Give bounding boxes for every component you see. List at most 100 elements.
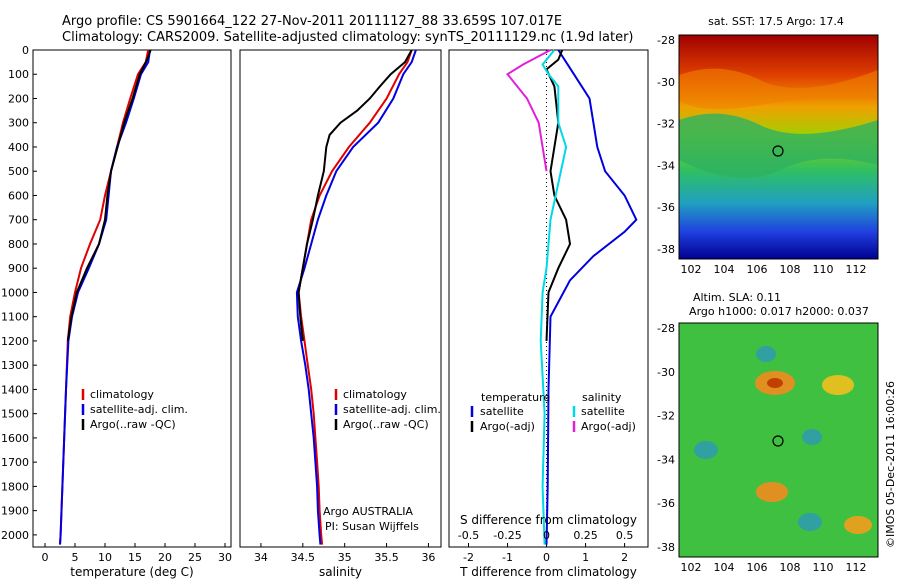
x-tick-label: 15 — [128, 551, 142, 564]
x-tick-label: 25 — [188, 551, 202, 564]
argo-position-marker — [772, 145, 784, 157]
x-tick-label: 5 — [72, 551, 79, 564]
y-tick-label: 2000 — [1, 529, 29, 542]
x-tick-label: 10 — [98, 551, 112, 564]
x-tick-label: -2 — [463, 551, 474, 564]
series-line — [539, 49, 568, 545]
series-line — [297, 49, 413, 342]
x-tick-label: 30 — [218, 551, 232, 564]
annotation-line-1: Argo AUSTRALIA — [323, 505, 413, 518]
series-line — [506, 49, 551, 172]
y-tick-label: 0 — [22, 44, 29, 57]
series-line — [295, 49, 417, 545]
map-y-tick-label: -28 — [657, 34, 675, 47]
legend-label: satellite-adj. clim. — [343, 403, 441, 416]
x-tick-label: -1 — [502, 551, 513, 564]
legend-label: Argo(-adj) — [581, 420, 636, 433]
x-tick-label: 35 — [338, 551, 352, 564]
sla-eddy-7 — [802, 429, 822, 445]
s-tick-label: -0.25 — [493, 529, 521, 542]
s-tick-label: 0.25 — [573, 529, 598, 542]
y-tick-label: 900 — [8, 262, 29, 275]
sla-eddy-2 — [822, 375, 854, 395]
map-x-tick-label: 102 — [681, 263, 702, 276]
y-tick-label: 600 — [8, 189, 29, 202]
sst-map-title: sat. SST: 17.5 Argo: 17.4 — [708, 15, 844, 28]
legend-heading-temperature: temperature — [481, 391, 550, 404]
panel-temperature: 0 5 10 15 20 25 30 temperature (deg C) 0 100 200 30… — [1, 44, 232, 579]
series-line — [66, 49, 152, 342]
legend-label: satellite — [581, 405, 625, 418]
map-x-tick-label: 102 — [681, 561, 702, 574]
legend-label: climatology — [90, 388, 154, 401]
title-line-2: Climatology: CARS2009. Satellite-adjuste… — [62, 30, 634, 45]
x-axis-label: salinity — [319, 565, 362, 579]
map-y-tick-label: -36 — [657, 497, 675, 510]
y-tick-label: 300 — [8, 117, 29, 130]
sla-map: Altim. SLA: 0.11 Argo h1000: 0.017 h2000… — [657, 291, 879, 574]
y-tick-label: 1300 — [1, 359, 29, 372]
map-x-tick-label: 108 — [780, 263, 801, 276]
sla-map-title-2: Argo h1000: 0.017 h2000: 0.037 — [689, 305, 869, 318]
y-tick-label: 400 — [8, 141, 29, 154]
s-tick-label: -0.5 — [458, 529, 479, 542]
map-y-tick-label: -38 — [657, 541, 675, 554]
sla-eddy-8 — [798, 513, 822, 531]
y-tick-label: 1900 — [1, 505, 29, 518]
sst-map: sat. SST: 17.5 Argo: 17.4 102 104 106 108 11… — [657, 15, 879, 276]
s-tick-label: 0 — [543, 529, 550, 542]
sla-eddy-1-core — [767, 378, 783, 388]
s-tick-label: 0.5 — [616, 529, 634, 542]
map-y-tick-label: -32 — [657, 118, 675, 131]
x-tick-label: 36 — [421, 551, 435, 564]
argo-position-marker-sla — [772, 435, 784, 447]
x-axis-label: temperature (deg C) — [70, 565, 193, 579]
legend-heading-salinity: salinity — [582, 391, 622, 404]
map-x-tick-label: 106 — [747, 263, 768, 276]
x-axis-label: T difference from climatology — [459, 565, 637, 579]
map-x-tick-label: 110 — [813, 561, 834, 574]
series-line — [59, 49, 150, 545]
credit-text: ©IMOS 05-Dec-2011 16:00:26 — [884, 381, 897, 548]
x-tick-label: 0 — [543, 551, 550, 564]
y-tick-label: 1600 — [1, 432, 29, 445]
sla-map-frame — [678, 322, 879, 558]
map-y-tick-label: -36 — [657, 201, 675, 214]
legend-label: Argo(..raw -QC) — [90, 418, 176, 431]
x-tick-label: 35.5 — [374, 551, 399, 564]
sla-map-title-1: Altim. SLA: 0.11 — [693, 291, 781, 304]
map-x-tick-label: 106 — [747, 561, 768, 574]
y-tick-label: 800 — [8, 238, 29, 251]
map-y-tick-label: -34 — [657, 453, 675, 466]
sla-eddy-3 — [756, 482, 788, 502]
title-line-1: Argo profile: CS 5901664_122 27-Nov-2011… — [62, 14, 563, 29]
map-y-tick-label: -38 — [657, 243, 675, 256]
map-y-tick-label: -30 — [657, 366, 675, 379]
map-y-tick-label: -34 — [657, 159, 675, 172]
y-tick-label: 1200 — [1, 335, 29, 348]
map-x-tick-label: 112 — [846, 263, 867, 276]
map-y-tick-label: -30 — [657, 76, 675, 89]
sst-map-frame — [678, 34, 879, 260]
annotation-line-2: PI: Susan Wijffels — [325, 520, 419, 533]
panel-salinity: 34 34.5 35 35.5 36 salinity climatology satelli… — [239, 49, 442, 579]
legend-label: Argo(-adj) — [480, 420, 535, 433]
map-x-tick-label: 104 — [714, 263, 735, 276]
map-y-tick-label: -32 — [657, 410, 675, 423]
x-tick-label: 34 — [254, 551, 268, 564]
y-tick-label: 1100 — [1, 311, 29, 324]
legend-label: Argo(..raw -QC) — [343, 418, 429, 431]
legend-label: climatology — [343, 388, 407, 401]
x-tick-label: 34.5 — [291, 551, 316, 564]
sla-eddy-5 — [756, 346, 776, 362]
y-tick-label: 200 — [8, 92, 29, 105]
sla-eddy-6 — [694, 441, 718, 459]
panel-difference: -2 -1 0 1 2T difference from climatology temp… — [448, 49, 649, 579]
y-tick-label: 100 — [8, 68, 29, 81]
legend-label: satellite-adj. clim. — [90, 403, 188, 416]
y-tick-label: 1700 — [1, 456, 29, 469]
y-tick-label: 500 — [8, 165, 29, 178]
map-x-tick-label: 112 — [846, 561, 867, 574]
y-tick-label: 1000 — [1, 286, 29, 299]
